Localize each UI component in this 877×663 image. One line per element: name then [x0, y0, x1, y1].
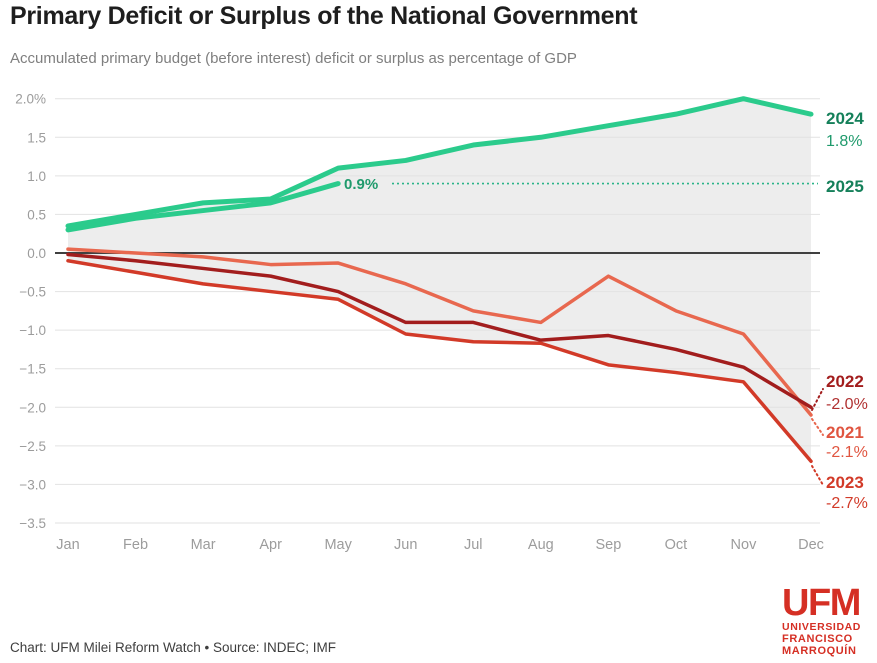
x-axis-tick-Feb: Feb — [123, 537, 148, 553]
x-axis-tick-Mar: Mar — [191, 537, 216, 553]
x-axis-tick-Jun: Jun — [394, 537, 417, 553]
x-axis-tick-Jul: Jul — [464, 537, 483, 553]
series-line-2024 — [65, 96, 814, 229]
leader-line-2022 — [811, 388, 824, 411]
leader-line-2021 — [811, 418, 824, 436]
series-label-2021: 2021 — [826, 423, 864, 442]
x-axis-tick-May: May — [324, 537, 352, 553]
y-axis-tick-−2.0: −2.0 — [19, 400, 46, 415]
series-label-2022: 2022 — [826, 372, 864, 391]
ufm-logo: UFM UNIVERSIDAD FRANCISCO MARROQUÍN — [782, 582, 861, 657]
y-axis-tick-1.0: 1.0 — [27, 169, 46, 184]
y-axis-tick-0.0: 0.0 — [27, 246, 46, 261]
y-axis-tick-−1.5: −1.5 — [19, 362, 46, 377]
x-axis-tick-Aug: Aug — [528, 537, 554, 553]
series-label-2024: 2024 — [826, 109, 864, 128]
x-axis-tick-Nov: Nov — [731, 537, 758, 553]
x-axis-tick-Oct: Oct — [665, 537, 688, 553]
series-line-2022 — [66, 252, 813, 410]
x-axis-tick-Dec: Dec — [798, 537, 824, 553]
y-axis-tick-2.0%: 2.0% — [15, 92, 46, 107]
series-label-2023: 2023 — [826, 473, 864, 492]
y-axis-tick-−3.0: −3.0 — [19, 477, 46, 492]
series-line-2021 — [66, 247, 813, 417]
chart-credit: Chart: UFM Milei Reform Watch • Source: … — [10, 640, 337, 655]
series-end-value-2021: -2.1% — [826, 444, 868, 461]
y-axis-tick-−0.5: −0.5 — [19, 285, 46, 300]
x-axis-tick-Apr: Apr — [259, 537, 282, 553]
series-end-value-2022: -2.0% — [826, 396, 868, 413]
x-axis-tick-Sep: Sep — [595, 537, 621, 553]
y-axis-tick-1.5: 1.5 — [27, 130, 46, 145]
annotation-2025: 0.9% — [344, 176, 378, 193]
y-axis-tick-−1.0: −1.0 — [19, 323, 46, 338]
series-line-2023 — [66, 258, 813, 464]
ufm-logo-line2: FRANCISCO — [782, 632, 853, 645]
leader-line-2023 — [811, 465, 824, 486]
chart-title: Primary Deficit or Surplus of the Nation… — [10, 2, 638, 30]
y-axis-tick-−2.5: −2.5 — [19, 439, 46, 454]
chart-subtitle: Accumulated primary budget (before inter… — [10, 50, 577, 67]
ufm-logo-line3: MARROQUÍN — [782, 644, 857, 657]
series-end-value-2023: -2.7% — [826, 495, 868, 512]
x-axis-tick-Jan: Jan — [56, 537, 79, 553]
ufm-logo-acronym: UFM — [782, 582, 861, 624]
series-label-2025: 2025 — [826, 177, 864, 196]
y-axis-tick-−3.5: −3.5 — [19, 516, 46, 531]
line-chart: 2.0% 1.5 1.0 0.5 0.0 −0.5 −1.0 −1.5 −2.0 −2.5 −3.0… — [15, 92, 868, 553]
series-line-2025 — [65, 181, 341, 233]
y-axis-tick-0.5: 0.5 — [27, 207, 46, 222]
range-band — [68, 98, 811, 462]
series-end-value-2024: 1.8% — [826, 133, 862, 150]
ufm-logo-line1: UNIVERSIDAD — [782, 621, 861, 634]
